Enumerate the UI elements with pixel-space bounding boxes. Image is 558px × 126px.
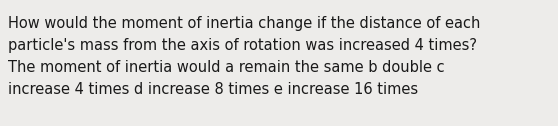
Text: The moment of inertia would a remain the same b double c: The moment of inertia would a remain the… [8,60,445,75]
Text: increase 4 times d increase 8 times e increase 16 times: increase 4 times d increase 8 times e in… [8,82,418,97]
Text: How would the moment of inertia change if the distance of each: How would the moment of inertia change i… [8,16,481,31]
Text: particle's mass from the axis of rotation was increased 4 times?: particle's mass from the axis of rotatio… [8,38,478,53]
